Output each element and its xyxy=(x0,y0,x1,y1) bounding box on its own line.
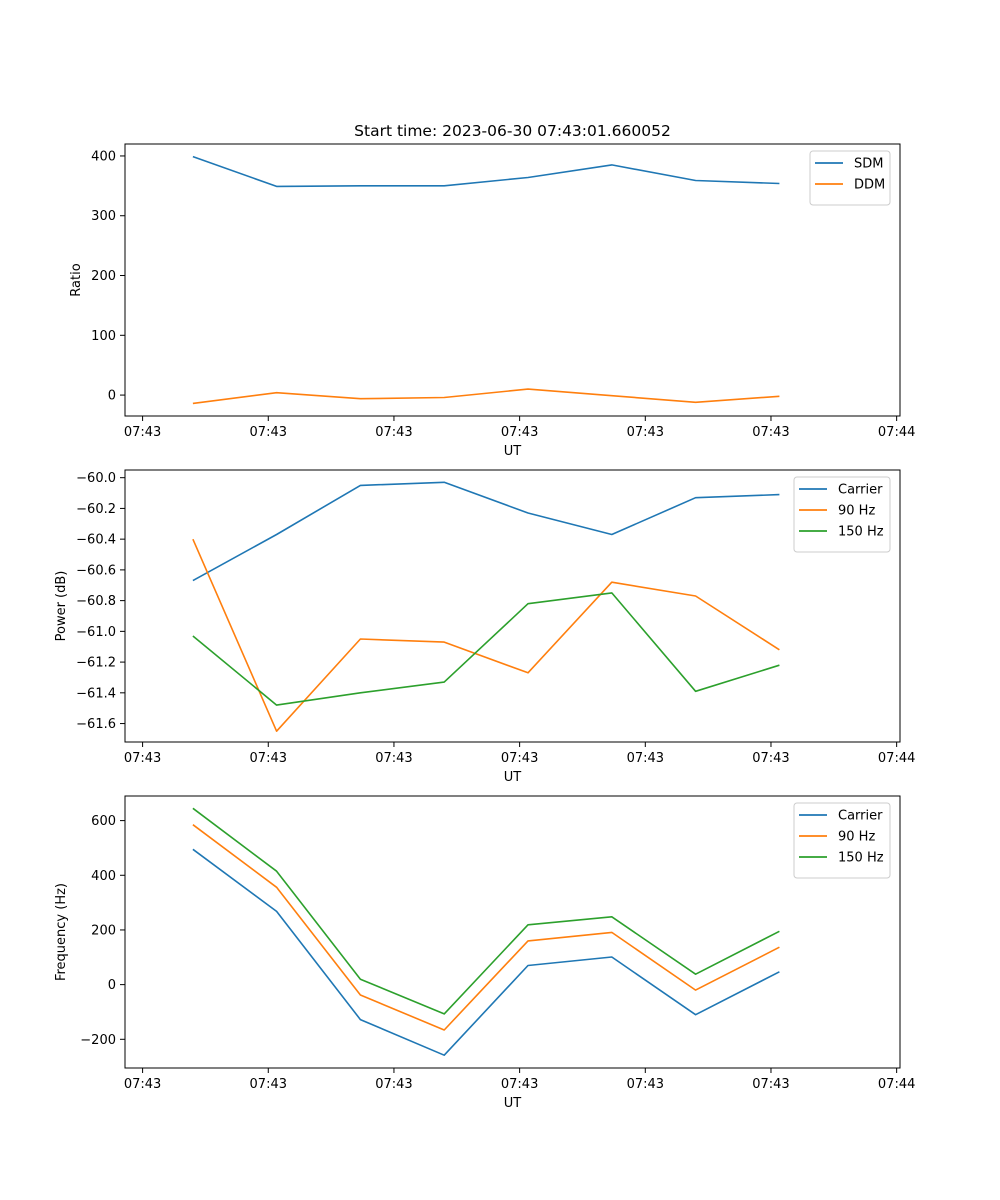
chart-2-y-tick-label: −61.6 xyxy=(76,717,116,732)
chart-2-series-150-hz-line xyxy=(192,592,780,706)
chart-3-x-tick-label: 07:43 xyxy=(250,1077,287,1092)
chart-3-y-tick-label: 0 xyxy=(108,978,116,993)
chart-2-x-tick-label: 07:43 xyxy=(375,751,412,766)
chart-3-x-tick-label: 07:43 xyxy=(627,1077,664,1092)
chart-3-legend-box xyxy=(793,802,891,879)
chart-2-x-tick-label: 07:43 xyxy=(752,751,789,766)
chart-3-y-tick-label: 600 xyxy=(91,814,116,829)
chart-2-y-tick-label: −60.0 xyxy=(76,471,116,486)
chart-1-legend-label-sdm: SDM xyxy=(854,157,883,172)
chart-1-legend-box xyxy=(809,150,891,206)
chart-2-y-tick-label: −61.0 xyxy=(76,625,116,640)
chart-2-y-tick-label: −60.6 xyxy=(76,563,116,578)
chart-2-y-tick-label: −60.4 xyxy=(76,533,116,548)
chart-1-series-ddm-line xyxy=(192,388,780,405)
chart-1-x-axis-label: UT xyxy=(504,444,522,459)
chart-1-x-tick-label: 07:44 xyxy=(878,425,915,440)
chart-2-legend-box xyxy=(793,476,891,553)
chart-2-y-tick-label: −61.4 xyxy=(76,686,116,701)
chart-1-axes-frame xyxy=(124,143,901,417)
chart-2-y-axis-label: Power (dB) xyxy=(54,571,69,642)
chart-2-series-90-hz-line xyxy=(192,538,780,733)
chart-2-legend-label-150-hz: 150 Hz xyxy=(838,525,884,540)
chart-3-x-tick-label: 07:43 xyxy=(375,1077,412,1092)
chart-2-axes-frame xyxy=(124,469,901,743)
chart-2-x-tick-label: 07:43 xyxy=(501,751,538,766)
chart-3-x-tick-label: 07:43 xyxy=(501,1077,538,1092)
chart-3-y-tick-label: 200 xyxy=(91,923,116,938)
chart-1-x-tick-label: 07:43 xyxy=(250,425,287,440)
chart-1-y-tick-label: 400 xyxy=(91,149,116,164)
chart-3-x-tick-label: 07:43 xyxy=(752,1077,789,1092)
chart-3-legend-label-carrier: Carrier xyxy=(838,809,883,824)
chart-2-y-tick-label: −60.8 xyxy=(76,594,116,609)
chart-3-legend: Carrier 90 Hz 150 Hz xyxy=(793,802,891,879)
chart-3-y-tick-label: −200 xyxy=(80,1033,116,1048)
chart-1-y-axis-label: Ratio xyxy=(69,263,84,296)
chart-1-x-tick-label: 07:43 xyxy=(124,425,161,440)
chart-3-y-axis-label: Frequency (Hz) xyxy=(54,883,69,981)
chart-1-y-tick-label: 200 xyxy=(91,269,116,284)
chart-3-x-tick-label: 07:44 xyxy=(878,1077,915,1092)
chart-3-x-tick-label: 07:43 xyxy=(124,1077,161,1092)
chart-3-x-axis-label: UT xyxy=(504,1096,522,1111)
chart-panel-2: 07:43 07:43 07:43 07:43 07:43 07:43 07:44 −61.6… xyxy=(54,469,915,785)
chart-1-x-tick-label: 07:43 xyxy=(375,425,412,440)
chart-3-series-90-hz-line xyxy=(192,824,780,1031)
chart-3-series-carrier-line xyxy=(192,848,780,1056)
chart-3-legend-label-150-hz: 150 Hz xyxy=(838,851,884,866)
chart-1-legend-label-ddm: DDM xyxy=(854,178,885,193)
chart-2-legend-label-carrier: Carrier xyxy=(838,483,883,498)
chart-1-y-tick-label: 300 xyxy=(91,209,116,224)
chart-2-x-tick-label: 07:43 xyxy=(627,751,664,766)
figure-title: Start time: 2023-06-30 07:43:01.660052 xyxy=(354,122,671,140)
chart-1-y-tick-label: 100 xyxy=(91,329,116,344)
chart-1-series-sdm-line xyxy=(192,155,780,188)
chart-1-y-tick-label: 0 xyxy=(108,389,116,404)
chart-2-x-axis-label: UT xyxy=(504,770,522,785)
chart-2-x-tick-label: 07:44 xyxy=(878,751,915,766)
chart-1-x-tick-label: 07:43 xyxy=(501,425,538,440)
chart-1-x-tick-label: 07:43 xyxy=(752,425,789,440)
chart-3-series-150-hz-line xyxy=(192,807,780,1015)
chart-2-legend-label-90-hz: 90 Hz xyxy=(838,504,875,519)
chart-1-x-tick-label: 07:43 xyxy=(627,425,664,440)
chart-2-y-tick-label: −61.2 xyxy=(76,656,116,671)
chart-panel-3: 07:43 07:43 07:43 07:43 07:43 07:43 07:44 −200 0… xyxy=(54,795,915,1111)
chart-2-x-tick-label: 07:43 xyxy=(124,751,161,766)
chart-3-axes-frame xyxy=(124,795,901,1069)
chart-1-legend: SDM DDM xyxy=(809,150,891,206)
chart-2-series-carrier-line xyxy=(192,481,780,582)
chart-2-y-tick-label: −60.2 xyxy=(76,502,116,517)
chart-3-y-tick-label: 400 xyxy=(91,869,116,884)
chart-2-x-tick-label: 07:43 xyxy=(250,751,287,766)
chart-2-legend: Carrier 90 Hz 150 Hz xyxy=(793,476,891,553)
chart-3-legend-label-90-hz: 90 Hz xyxy=(838,830,875,845)
chart-panel-1: 07:43 07:43 07:43 07:43 07:43 07:43 07:44 0 100 2… xyxy=(69,143,915,459)
